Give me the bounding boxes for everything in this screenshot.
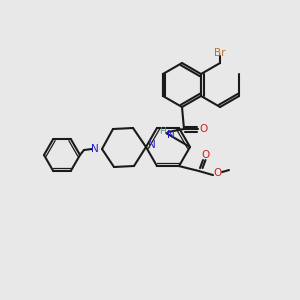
Text: Br: Br [214,48,226,58]
Text: N: N [148,140,156,150]
Text: O: O [200,124,208,134]
Text: O: O [201,150,209,160]
Text: H: H [159,128,165,136]
Text: N: N [91,144,99,154]
Text: O: O [214,168,222,178]
Text: N: N [167,130,175,140]
